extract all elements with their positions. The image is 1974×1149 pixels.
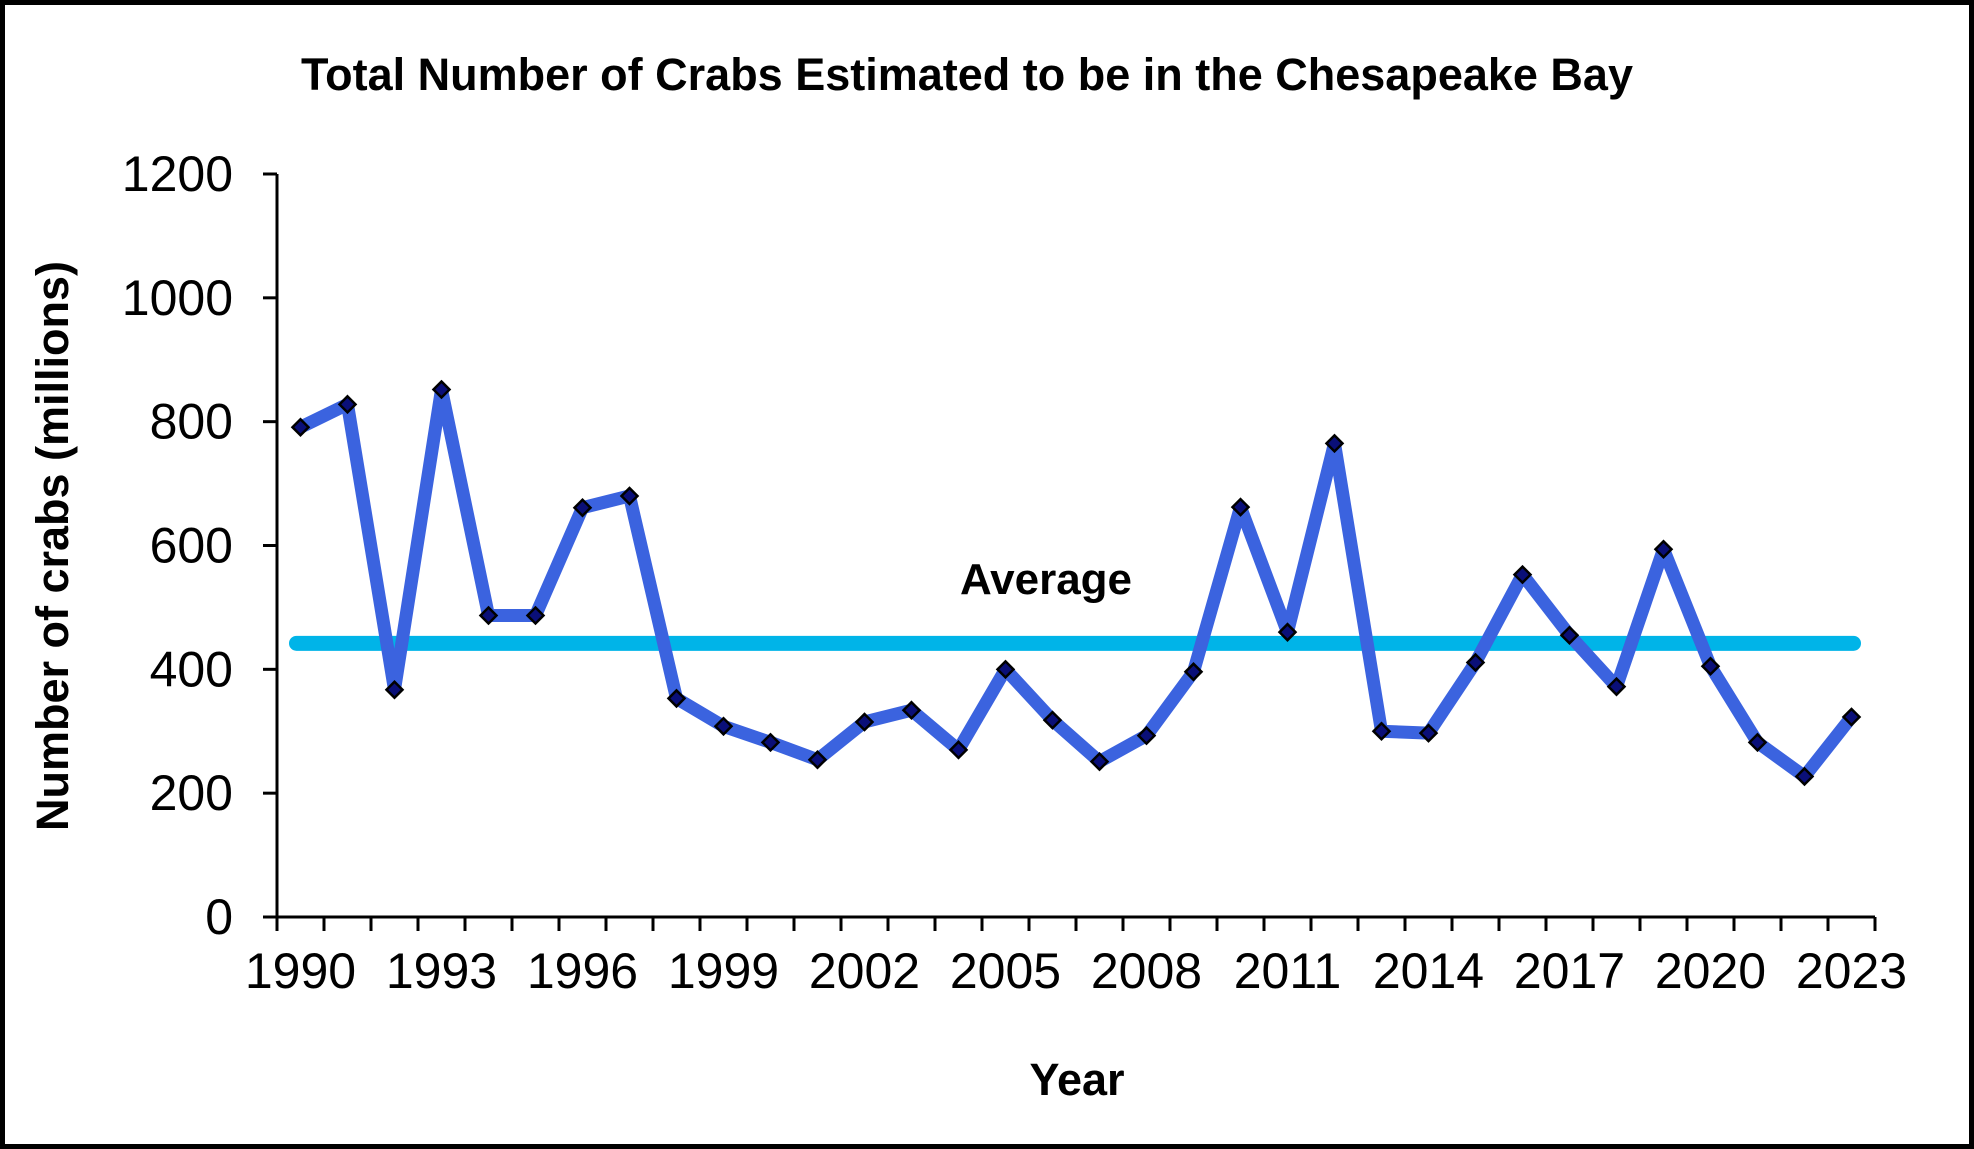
y-tick-label-1000: 1000 <box>122 270 233 326</box>
series-line <box>294 382 1858 783</box>
y-axis-title: Number of crabs (millions) <box>27 261 78 831</box>
data-point-2009 <box>1183 662 1204 682</box>
data-point-1999 <box>713 716 734 737</box>
data-point-2021 <box>1747 732 1768 753</box>
data-point-2019 <box>1653 539 1674 559</box>
data-point-2023 <box>1841 707 1862 727</box>
y-tick-label-0: 0 <box>205 889 233 945</box>
data-point-1995 <box>525 605 546 626</box>
axes: 0 200 400 600 800 1000 1200 1990 1993 1996 1999 200… <box>122 146 1907 999</box>
data-point-1993 <box>431 379 452 400</box>
data-point-1998 <box>666 688 687 709</box>
x-tick-label-1999: 1999 <box>668 943 779 999</box>
data-point-2000 <box>760 732 781 753</box>
data-point-2015 <box>1465 652 1486 673</box>
x-tick-label-1993: 1993 <box>386 943 497 999</box>
x-axis-title: Year <box>1029 1054 1124 1105</box>
average-line-label: Average <box>960 555 1132 604</box>
chart-title: Total Number of Crabs Estimated to be in… <box>301 49 1633 100</box>
x-tick-label-1996: 1996 <box>527 943 638 999</box>
data-point-2008 <box>1136 725 1157 746</box>
data-point-2016 <box>1512 564 1533 585</box>
data-series-group <box>290 379 1862 787</box>
x-tick-label-2002: 2002 <box>809 943 920 999</box>
data-point-1990 <box>290 417 311 438</box>
data-point-2018 <box>1606 676 1627 697</box>
data-point-2011 <box>1277 622 1298 642</box>
data-point-2006 <box>1042 710 1063 730</box>
x-tick-label-2020: 2020 <box>1655 943 1766 999</box>
y-tick-label-200: 200 <box>150 765 233 821</box>
data-point-2010 <box>1230 497 1251 517</box>
x-tick-label-2017: 2017 <box>1514 943 1625 999</box>
data-point-2005 <box>995 659 1016 680</box>
data-point-1996 <box>572 497 593 518</box>
x-tick-label-2005: 2005 <box>950 943 1061 999</box>
data-point-1991 <box>337 394 358 415</box>
data-point-2022 <box>1794 766 1815 787</box>
x-tick-label-1990: 1990 <box>245 943 356 999</box>
data-point-2020 <box>1700 656 1721 677</box>
data-point-2007 <box>1089 751 1110 772</box>
data-point-1992 <box>384 679 405 700</box>
y-tick-label-400: 400 <box>150 641 233 697</box>
data-point-2013 <box>1371 721 1392 742</box>
crab-abundance-line-chart: Total Number of Crabs Estimated to be in… <box>27 49 1907 1105</box>
data-point-1994 <box>478 605 499 626</box>
y-tick-label-800: 800 <box>150 394 233 450</box>
data-point-2004 <box>948 740 969 760</box>
data-point-2014 <box>1418 723 1439 743</box>
data-point-1997 <box>619 486 640 506</box>
x-tick-label-2023: 2023 <box>1796 943 1907 999</box>
data-point-2002 <box>854 712 875 732</box>
data-point-2003 <box>901 700 922 720</box>
x-tick-label-2008: 2008 <box>1091 943 1202 999</box>
x-tick-label-2011: 2011 <box>1234 943 1342 999</box>
y-tick-label-600: 600 <box>150 518 233 574</box>
y-tick-label-1200: 1200 <box>122 146 233 202</box>
data-point-2001 <box>807 749 828 770</box>
data-point-2012 <box>1324 433 1345 454</box>
data-point-2017 <box>1559 625 1580 646</box>
x-tick-label-2014: 2014 <box>1373 943 1484 999</box>
